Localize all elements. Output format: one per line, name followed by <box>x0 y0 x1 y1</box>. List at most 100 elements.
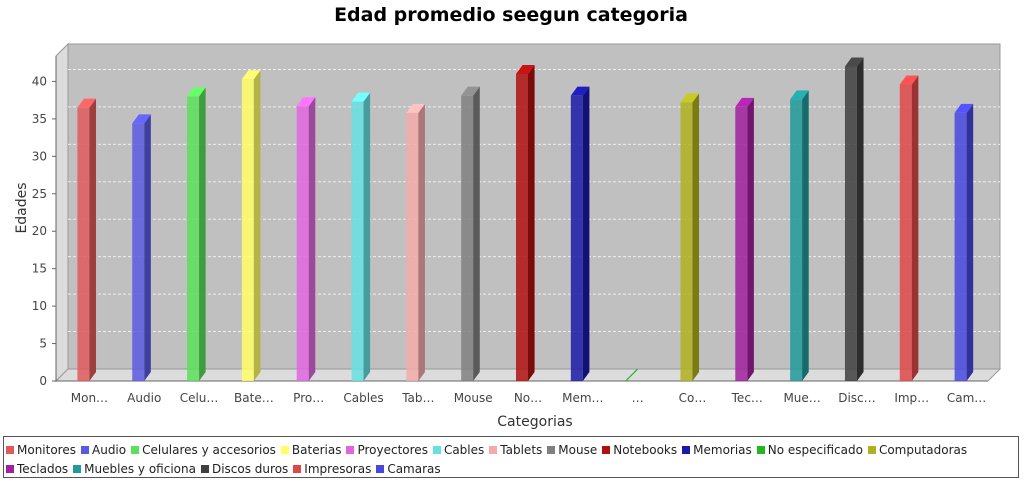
bar-front <box>680 102 693 381</box>
legend-item: Monitores <box>6 440 76 459</box>
bar-celulares-y-accesorios <box>187 87 206 381</box>
bar-monitores <box>77 98 97 382</box>
bar-side <box>911 75 919 381</box>
bar-zero-mark <box>625 368 639 382</box>
x-tick-label: Tec… <box>731 391 763 405</box>
bar-side <box>253 70 261 381</box>
legend-label: Teclados <box>17 461 69 476</box>
x-tick-label: … <box>632 391 644 405</box>
legend-item: Memorias <box>682 440 752 459</box>
bar-muebles-y-oficiona <box>790 90 809 381</box>
legend-swatch <box>280 445 289 454</box>
legend-label: Cables <box>443 442 485 457</box>
bar-camaras <box>954 103 974 382</box>
bar-front <box>241 79 254 381</box>
x-tick-label: Pro… <box>293 391 324 405</box>
legend-label: Muebles y oficiona <box>84 461 196 476</box>
bar-top <box>844 57 864 67</box>
bar-front <box>570 95 583 381</box>
legend-swatch <box>432 445 441 454</box>
legend-swatch <box>6 445 14 454</box>
y-tick-label: 25 <box>32 187 47 201</box>
bar-front <box>296 106 309 381</box>
x-tick-label: Celu… <box>180 391 219 405</box>
y-tick-label: 10 <box>32 299 47 313</box>
bar-proyectores <box>296 97 316 381</box>
x-tick-label: Cam… <box>947 391 986 405</box>
legend-item: Baterias <box>280 440 342 459</box>
legend-item: Computadoras <box>867 440 967 459</box>
bar-top <box>132 114 151 124</box>
bar-top <box>241 70 261 80</box>
legend-label: Memorias <box>693 442 752 457</box>
legend-swatch <box>756 445 765 454</box>
bar-baterias <box>241 70 261 381</box>
legend-item: Mouse <box>547 440 597 459</box>
x-tick-label: Mem… <box>562 391 603 405</box>
legend-label: Baterias <box>291 442 342 457</box>
x-tick-label: Mouse <box>454 391 493 405</box>
bar-side <box>692 93 700 381</box>
bar-top <box>790 90 809 100</box>
legend-item: Camaras <box>376 459 441 478</box>
bar-top <box>899 75 919 85</box>
bar-front <box>516 73 528 381</box>
legend-item: Discos duros <box>200 459 288 478</box>
legend-swatch <box>682 445 691 454</box>
bar-mouse <box>461 86 480 381</box>
legend-item: Notebooks <box>602 440 677 459</box>
x-tick-label: Mue… <box>783 391 820 405</box>
bar-teclados <box>735 97 754 381</box>
x-tick-label: Co… <box>679 391 707 405</box>
legend-swatch <box>73 464 82 473</box>
bar-front <box>406 112 419 382</box>
bar-side <box>308 97 316 381</box>
legend-label: Celulares y accesorios <box>142 442 276 457</box>
bar-side <box>363 92 371 382</box>
legend-item: No especificado <box>756 440 863 459</box>
bar-side <box>802 90 809 381</box>
bar-side <box>144 114 151 381</box>
bar-side <box>199 87 206 381</box>
legend-label: Mouse <box>558 442 598 457</box>
bar-memorias <box>570 86 590 381</box>
legend-swatch <box>376 464 385 473</box>
bar-side <box>747 97 754 381</box>
bar-side <box>89 98 97 382</box>
bar-audio <box>132 114 151 381</box>
bar-side <box>856 57 864 381</box>
bar-front <box>461 95 474 381</box>
legend-swatch <box>602 445 611 454</box>
y-tick-label: 15 <box>32 262 47 276</box>
plot-left-wall <box>55 42 69 383</box>
bar-side <box>528 64 535 381</box>
legend-label: Camaras <box>387 461 441 476</box>
bar-top <box>187 87 206 97</box>
legend-swatch <box>867 445 876 454</box>
legend-item: Cables <box>432 440 485 459</box>
bar-front <box>790 99 803 381</box>
legend-swatch <box>547 445 556 454</box>
legend-label: Tablets <box>500 442 543 457</box>
legend-item: Tablets <box>489 440 542 459</box>
x-axis: Mon… Audio Celu… Bate… Pro… Cables Tab… Mouse No… <box>71 391 987 405</box>
bar-tablets <box>406 103 425 382</box>
bar-side <box>473 86 480 381</box>
bar-cables <box>351 92 371 382</box>
bar-no-especificado <box>625 368 639 382</box>
bar-top <box>406 103 425 113</box>
legend-label: Notebooks <box>613 442 678 457</box>
bar-front <box>351 101 364 382</box>
legend-swatch <box>6 464 14 473</box>
legend-item: Impresoras <box>293 459 371 478</box>
bar-top <box>77 98 97 108</box>
bar-computadoras <box>680 93 700 381</box>
bar-impresoras <box>899 75 919 381</box>
x-tick-label: No… <box>514 391 542 405</box>
x-axis-label: Categorias <box>497 414 572 430</box>
x-tick-label: Audio <box>127 391 161 405</box>
bar-front <box>735 106 748 381</box>
legend-swatch <box>293 464 302 473</box>
bar-front <box>954 112 967 382</box>
bar-discos-duros <box>844 57 864 381</box>
